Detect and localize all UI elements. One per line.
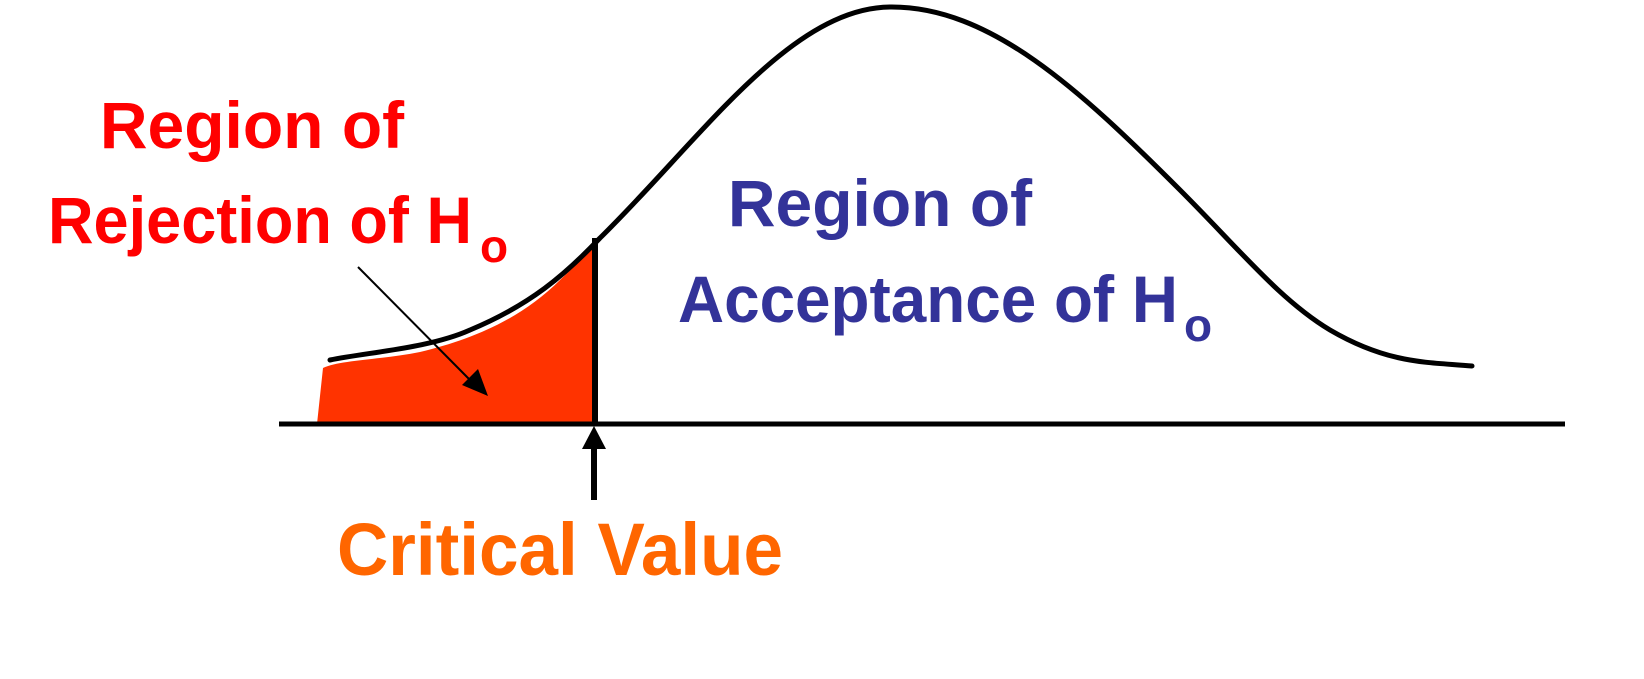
rejection-label-line1: Region of <box>100 88 405 162</box>
rejection-pointer-arrowhead <box>462 369 488 396</box>
acceptance-label-line2: Acceptance of H <box>678 262 1178 336</box>
rejection-pointer-arrow <box>357 266 471 381</box>
distribution-curve <box>327 4 1475 369</box>
critical-value-arrowhead <box>582 426 606 449</box>
rejection-label-line2: Rejection of H <box>48 183 472 257</box>
critical-value-label: Critical Value <box>337 508 783 591</box>
rejection-label-subscript: o <box>480 220 508 272</box>
rejection-region-shaded-area <box>317 243 595 424</box>
acceptance-label-subscript: o <box>1184 299 1212 351</box>
acceptance-label-line1: Region of <box>728 166 1033 240</box>
